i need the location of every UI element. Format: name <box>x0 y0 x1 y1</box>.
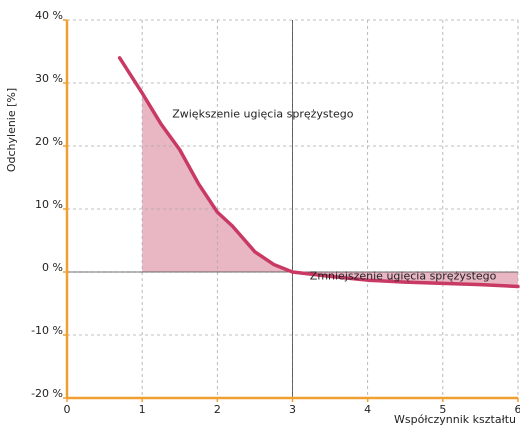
annotation: Zwiększenie ugięcia sprężystego <box>172 108 353 121</box>
x-tick-label: 4 <box>364 403 371 416</box>
y-tick-label: 30 % <box>35 72 63 85</box>
x-tick-label: 2 <box>214 403 221 416</box>
area <box>142 93 518 287</box>
x-tick-label: 3 <box>289 403 296 416</box>
y-tick-label: 20 % <box>35 135 63 148</box>
x-axis-label: Współczynnik kształtu <box>394 413 516 426</box>
y-tick-label: -10 % <box>31 324 63 337</box>
y-tick-label: 0 % <box>42 261 63 274</box>
y-tick-label: 40 % <box>35 9 63 22</box>
y-tick-label: 10 % <box>35 198 63 211</box>
x-tick-label: 6 <box>515 403 520 416</box>
x-tick-label: 5 <box>439 403 446 416</box>
x-tick-label: 1 <box>139 403 146 416</box>
y-axis-label: Odchylenie [%] <box>5 88 18 172</box>
line <box>117 56 520 289</box>
y-tick-label: -20 % <box>31 387 63 400</box>
annotation: Zmniejszenie ugięcia sprężystego <box>310 269 497 282</box>
x-tick-label: 0 <box>64 403 71 416</box>
